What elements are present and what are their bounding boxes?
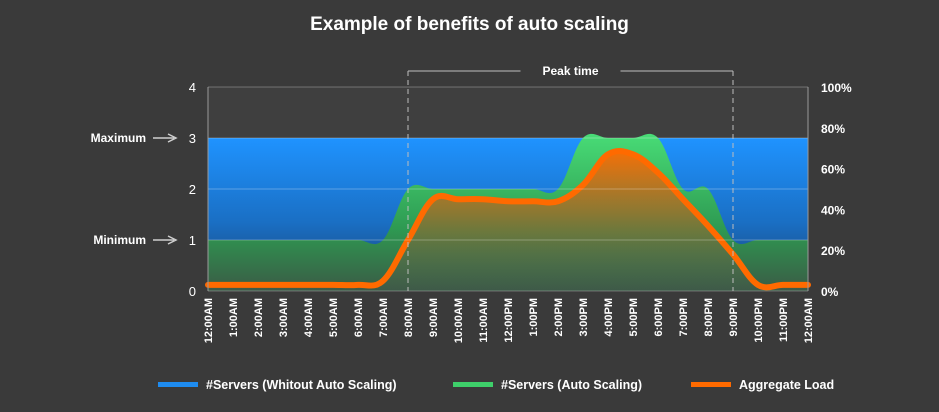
y-right-tick-label: 80% [821,122,845,136]
x-tick-label: 4:00PM [603,298,615,337]
reference-label-maximum: Maximum [91,131,146,145]
legend-swatch [691,382,731,387]
x-tick-label: 7:00PM [678,298,690,337]
x-tick-label: 5:00PM [628,298,640,337]
chart-title: Example of benefits of auto scaling [310,14,629,35]
legend-swatch [453,382,493,387]
legend-label: #Servers (Auto Scaling) [501,378,642,392]
x-tick-label: 10:00AM [453,298,465,343]
x-tick-label: 6:00AM [353,298,365,337]
reference-arrow-head [167,133,178,143]
legend-swatch [158,382,198,387]
y-right-tick-label: 100% [821,81,852,95]
x-tick-label: 6:00PM [653,298,665,337]
legend-label: Aggregate Load [739,378,834,392]
legend-label: #Servers (Whitout Auto Scaling) [206,378,397,392]
x-tick-label: 4:00AM [303,298,315,337]
y-left-tick-label: 2 [189,182,196,197]
y-right-tick-label: 0% [821,285,839,299]
y-left-tick-label: 1 [189,233,196,248]
reference-arrow-head [167,235,178,245]
x-tick-label: 11:00AM [478,298,490,343]
x-tick-label: 8:00PM [703,298,715,337]
y-right-tick-label: 60% [821,163,845,177]
x-tick-label: 3:00AM [278,298,290,337]
x-tick-label: 10:00PM [753,298,765,343]
x-tick-label: 12:00PM [503,298,515,343]
y-left-tick-label: 0 [189,284,196,299]
x-tick-label: 9:00AM [428,298,440,337]
x-tick-label: 11:00PM [778,298,790,342]
y-right-tick-label: 20% [821,244,845,258]
x-tick-label: 1:00PM [528,298,540,337]
x-tick-label: 7:00AM [378,298,390,337]
y-left-tick-label: 4 [189,80,196,95]
x-tick-label: 12:00AM [803,298,815,343]
y-right-tick-label: 40% [821,203,845,217]
x-tick-label: 2:00AM [253,298,265,337]
x-tick-label: 1:00AM [228,298,240,337]
peak-time-label: Peak time [542,64,598,78]
x-tick-label: 9:00PM [728,298,740,337]
series-aggregate-load-area [208,150,808,291]
x-tick-label: 2:00PM [553,298,565,337]
x-tick-label: 5:00AM [328,298,340,337]
series-aggregate-load-line [205,148,811,291]
y-left-tick-label: 3 [189,131,196,146]
reference-label-minimum: Minimum [93,233,146,247]
x-tick-label: 12:00AM [203,298,215,343]
x-tick-label: 3:00PM [578,298,590,337]
x-tick-label: 8:00AM [403,298,415,337]
